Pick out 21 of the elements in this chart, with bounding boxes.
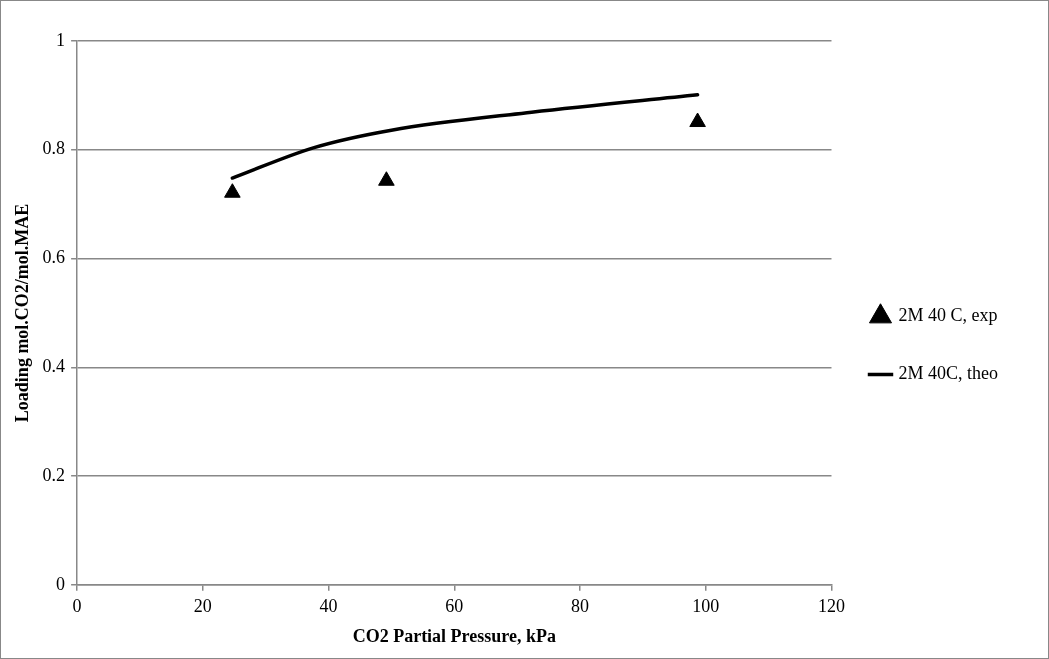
- legend-label: 2M 40 C, exp: [898, 305, 998, 326]
- y-tick-label: 0.8: [42, 138, 66, 159]
- point: [378, 171, 395, 186]
- x-tick-label: 80: [571, 596, 590, 617]
- y-tick-label: 0.4: [42, 356, 66, 377]
- x-axis-title: CO2 Partial Pressure, kPa: [352, 625, 556, 646]
- x-tick-label: 20: [193, 596, 212, 617]
- x-tick-label: 0: [72, 596, 82, 617]
- x-tick-label: 40: [319, 596, 338, 617]
- x-tick-label: 120: [818, 596, 845, 617]
- x-tick-label: 100: [692, 596, 720, 617]
- x-tick-label: 60: [445, 596, 464, 617]
- legend-label: 2M 40C, theo: [898, 363, 999, 384]
- point: [689, 112, 706, 128]
- y-tick-label: 1: [56, 29, 66, 50]
- y-tick-label: 0.2: [42, 464, 66, 485]
- y-tick-label: 0.6: [42, 247, 66, 268]
- y-tick-label: 0: [56, 573, 66, 594]
- point: [224, 183, 241, 198]
- line-series: [230, 93, 700, 180]
- y-axis-title: Loading mol.CO2/mol.MAE: [12, 203, 33, 423]
